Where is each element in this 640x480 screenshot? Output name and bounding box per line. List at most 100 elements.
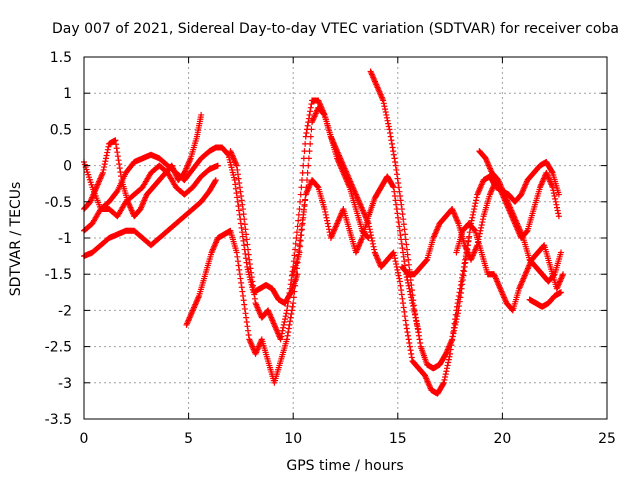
data-point: [240, 211, 247, 218]
data-point: [240, 237, 247, 244]
data-point: [397, 232, 404, 239]
data-point: [400, 249, 407, 256]
data-point: [395, 179, 402, 186]
data-point: [551, 193, 558, 200]
data-point: [469, 211, 476, 218]
data-point: [243, 318, 250, 325]
data-point: [449, 333, 456, 340]
data-point: [283, 336, 290, 343]
data-point: [412, 314, 419, 321]
y-tick-label: 0.5: [50, 122, 72, 138]
data-point: [101, 164, 108, 171]
data-point: [234, 166, 241, 173]
x-tick-label: 15: [389, 431, 407, 447]
data-point: [458, 285, 465, 292]
data-point: [304, 177, 311, 184]
data-point: [387, 133, 394, 140]
data-point: [476, 230, 483, 237]
data-point: [243, 236, 250, 243]
data-point: [410, 302, 417, 309]
x-tick-label: 0: [80, 431, 89, 447]
data-point: [383, 111, 390, 118]
data-point: [460, 267, 467, 274]
data-point: [308, 126, 315, 133]
data-point: [471, 206, 478, 213]
data-point: [380, 100, 387, 107]
data-point: [395, 214, 402, 221]
data-point: [553, 201, 560, 208]
data-point: [395, 272, 402, 279]
data-point: [396, 278, 403, 285]
data-point: [287, 285, 294, 292]
data-point: [282, 316, 289, 323]
data-point: [285, 329, 292, 336]
data-point: [368, 235, 375, 241]
data-point: [289, 303, 296, 310]
data-point: [307, 133, 314, 140]
data-point: [392, 258, 399, 265]
data-point: [246, 256, 253, 263]
data-point: [117, 169, 124, 176]
data-point: [402, 317, 409, 324]
data-point: [400, 304, 407, 311]
data-point: [453, 316, 460, 323]
data-point: [416, 336, 423, 343]
data-point: [408, 350, 415, 357]
data-point: [236, 266, 243, 273]
data-point: [398, 201, 405, 208]
data-point: [242, 310, 249, 317]
data-point: [114, 153, 121, 160]
data-point: [305, 162, 312, 169]
data-point: [239, 233, 246, 240]
data-point: [551, 271, 558, 278]
data-point: [243, 314, 250, 321]
data-point: [105, 143, 112, 150]
data-point: [235, 203, 242, 210]
series-track-11: [476, 148, 564, 285]
data-point: [249, 278, 256, 285]
data-point: [237, 188, 244, 195]
data-point: [441, 376, 448, 383]
data-point: [451, 324, 458, 331]
data-point: [234, 194, 241, 201]
data-point: [250, 282, 257, 289]
data-point: [116, 165, 123, 172]
data-point: [277, 336, 284, 343]
data-point: [443, 368, 450, 375]
data-point: [297, 191, 304, 198]
data-point: [241, 242, 248, 249]
data-point: [302, 140, 309, 147]
data-point: [461, 263, 468, 270]
data-point: [295, 211, 302, 218]
data-point: [322, 211, 329, 218]
data-point: [560, 271, 567, 278]
data-point: [234, 258, 241, 265]
data-point: [382, 106, 389, 113]
data-point: [242, 250, 249, 257]
series-track-2: [81, 144, 301, 307]
data-point: [387, 130, 394, 137]
data-point: [388, 140, 395, 147]
y-tick-label: 1: [63, 86, 72, 102]
data-point: [390, 151, 397, 158]
data-point: [297, 198, 304, 205]
data-point: [300, 214, 307, 221]
data-point: [245, 251, 252, 258]
data-point: [212, 177, 219, 184]
data-point: [307, 108, 314, 115]
data-point: [232, 181, 239, 188]
data-point: [198, 111, 205, 118]
data-point: [455, 307, 462, 314]
data-point: [304, 169, 311, 176]
x-tick-labels: 0 5 10 15 20 25: [80, 431, 616, 447]
x-axis-title: GPS time / hours: [286, 458, 403, 474]
data-point: [113, 145, 120, 152]
data-point: [459, 281, 466, 288]
data-point: [366, 226, 373, 233]
data-point: [456, 303, 463, 310]
data-point: [404, 246, 411, 253]
data-point: [322, 208, 329, 215]
data-point: [238, 193, 245, 200]
data-point: [555, 210, 562, 217]
data-point: [245, 332, 252, 339]
